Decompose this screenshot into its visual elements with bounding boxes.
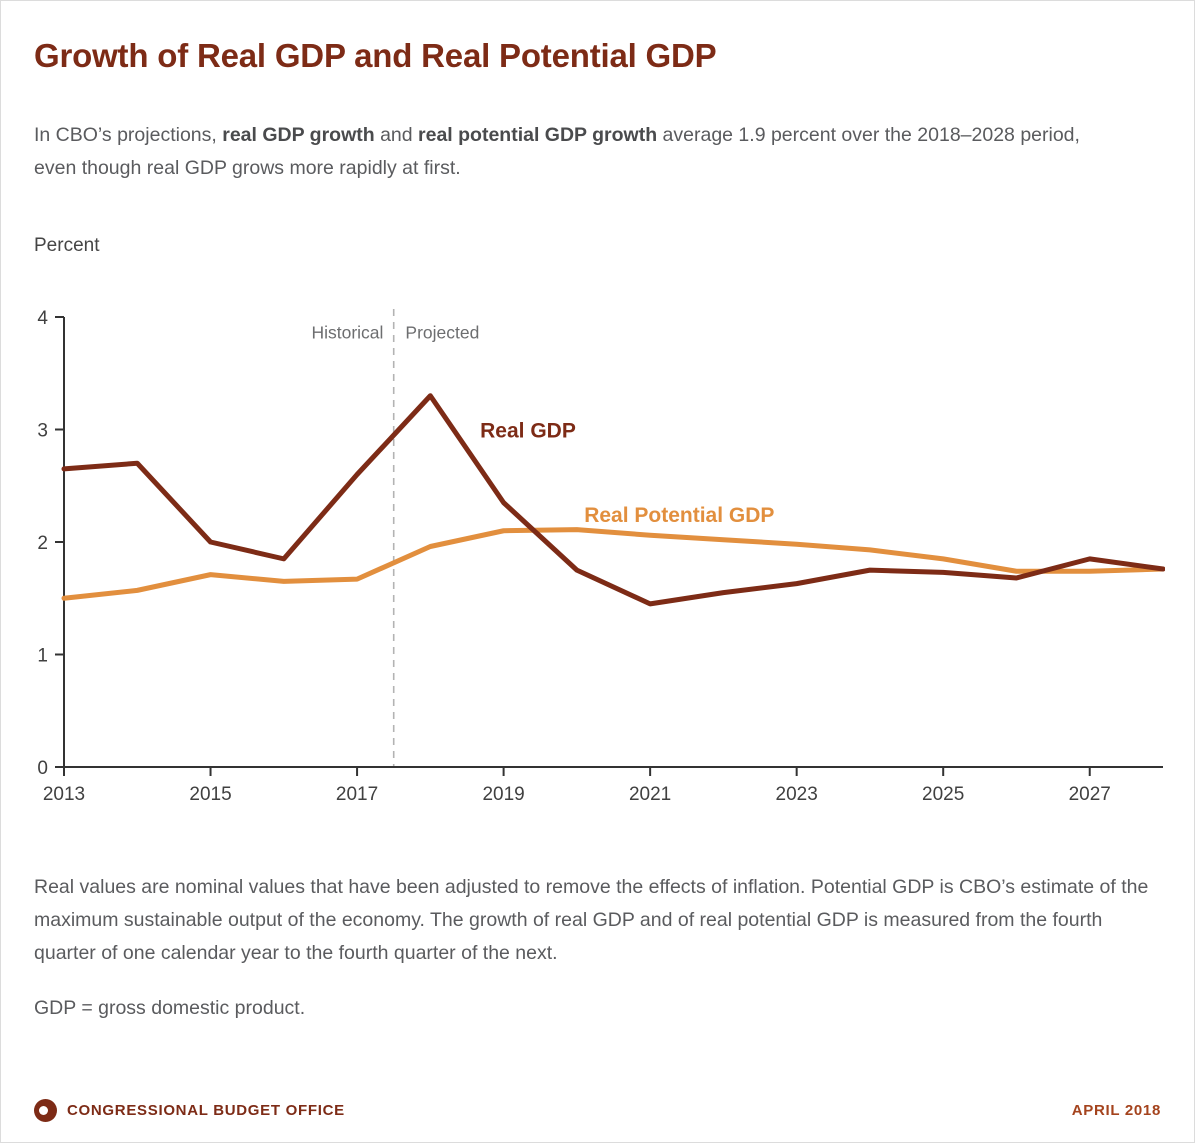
intro-text: In CBO’s projections, real GDP growth an… xyxy=(34,119,1109,185)
intro-part: and xyxy=(374,123,419,146)
intro-part: In CBO’s projections, xyxy=(34,123,223,146)
chart-notes: Real values are nominal values that have… xyxy=(34,875,1149,964)
svg-text:Historical: Historical xyxy=(311,322,383,342)
svg-text:Real Potential GDP: Real Potential GDP xyxy=(584,504,774,527)
svg-text:3: 3 xyxy=(37,420,48,441)
svg-text:2025: 2025 xyxy=(922,784,964,805)
intro-bold-real-gdp-growth: real GDP growth xyxy=(222,123,375,146)
svg-text:2019: 2019 xyxy=(482,784,524,805)
footer: CONGRESSIONAL BUDGET OFFICE APRIL 2018 xyxy=(34,1099,1161,1122)
svg-text:4: 4 xyxy=(37,308,48,329)
y-axis-unit-label: Percent xyxy=(34,234,100,256)
svg-text:0: 0 xyxy=(37,758,48,779)
page-title: Growth of Real GDP and Real Potential GD… xyxy=(34,37,717,74)
footer-date: APRIL 2018 xyxy=(1071,1102,1161,1119)
gdp-definition: GDP = gross domestic product. xyxy=(34,996,306,1019)
intro-bold-real-potential-gdp-growth: real potential GDP growth xyxy=(418,123,658,146)
svg-text:Real GDP: Real GDP xyxy=(480,419,576,442)
svg-text:2017: 2017 xyxy=(336,784,378,805)
cbo-logo-icon xyxy=(34,1099,57,1122)
svg-text:2015: 2015 xyxy=(189,784,231,805)
svg-text:2021: 2021 xyxy=(629,784,671,805)
svg-text:2013: 2013 xyxy=(43,784,85,805)
intro-part: average 1.9 percent over the 2018–2028 p… xyxy=(34,123,1080,179)
gdp-growth-line-chart: 0 1 2 3 4 2013 2015 2017 2019 2021 2023 2025 2027 His… xyxy=(37,308,1165,805)
svg-text:Projected: Projected xyxy=(405,322,479,342)
svg-text:2023: 2023 xyxy=(776,784,818,805)
svg-text:1: 1 xyxy=(37,645,48,666)
footer-org-name: CONGRESSIONAL BUDGET OFFICE xyxy=(67,1102,345,1119)
svg-text:2027: 2027 xyxy=(1069,784,1111,805)
svg-text:2: 2 xyxy=(37,533,48,554)
footer-left: CONGRESSIONAL BUDGET OFFICE xyxy=(34,1099,345,1122)
